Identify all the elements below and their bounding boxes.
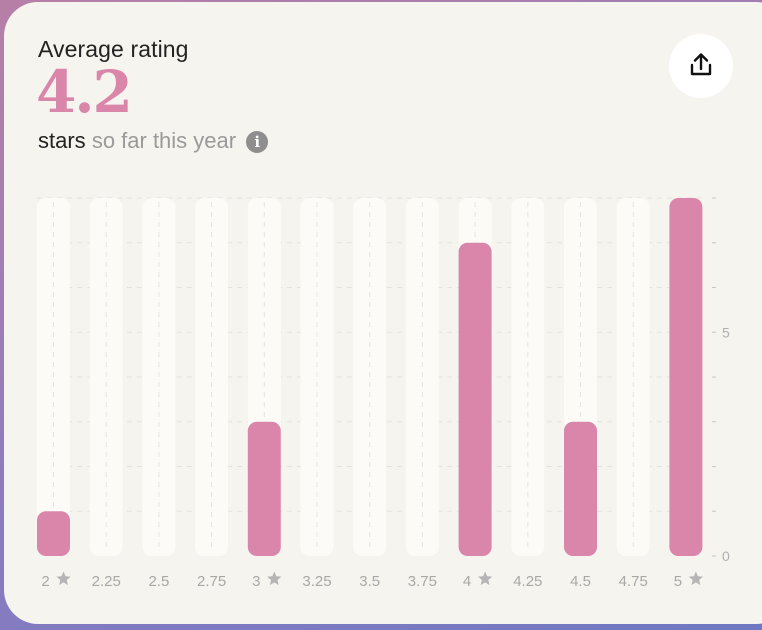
x-tick-label: 4 [463,573,471,590]
card-subtitle: stars so far this year i [38,128,269,154]
x-tick-label: 3 [252,573,260,590]
card-title: Average rating [38,36,189,62]
share-icon [690,53,712,76]
info-icon[interactable]: i [246,131,269,153]
x-tick-label: 2.25 [92,573,121,590]
subtitle-strong: stars [38,128,86,153]
bar [458,242,492,556]
average-rating-value: 4.2 [36,58,133,126]
rating-distribution-chart: 2 2.25 2.5 2.75 3 3.25 3.5 3.75 4 4.25 4.5 4.75 5 0 5 [37,197,730,590]
x-tick-label: 5 [674,573,682,590]
x-tick-label: 4.25 [513,573,542,590]
y-tick-label: 5 [722,324,730,340]
bar [247,421,281,556]
star-icon [267,571,282,586]
x-tick-label: 2.5 [148,573,169,590]
x-tick-label: 2 [41,573,49,590]
star-icon [688,571,704,586]
bar [669,198,703,556]
star-icon [56,571,71,586]
rating-card: Average rating 4.2 stars so far this yea… [4,2,762,624]
x-tick-label: 3.75 [408,573,437,590]
y-tick-label: 0 [722,548,730,564]
x-tick-label: 3.25 [302,573,331,590]
bar [37,511,70,556]
star-icon [477,571,493,586]
share-button[interactable] [669,34,733,98]
x-tick-label: 3.5 [359,573,380,590]
x-tick-label: 2.75 [197,573,226,590]
bar [564,421,597,556]
x-tick-label: 4.75 [619,573,648,590]
subtitle-muted: so far this year [91,128,237,153]
x-tick-label: 4.5 [570,573,591,590]
